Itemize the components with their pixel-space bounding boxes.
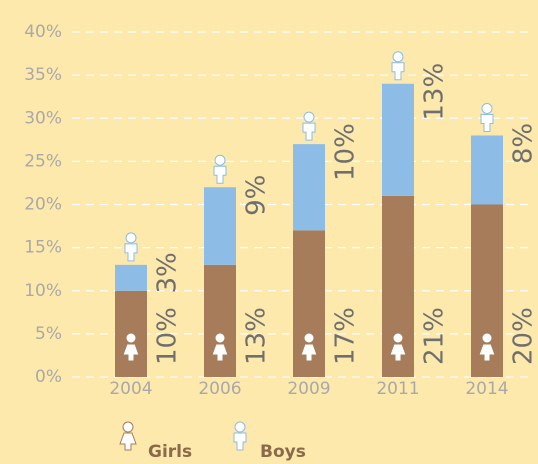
value-label: 13% [242, 307, 272, 365]
girl-icon [119, 421, 137, 451]
y-tick-label: 10% [24, 281, 62, 301]
value-label: 21% [420, 307, 450, 365]
icon-head [122, 421, 134, 433]
bar-segment [471, 135, 503, 205]
value-label: 10% [153, 307, 183, 365]
value-label: 10% [331, 123, 361, 181]
icon-body [213, 165, 227, 184]
icon-head [125, 332, 137, 344]
value-label: 8% [509, 123, 538, 164]
icon-body [233, 432, 247, 451]
icon-body [119, 432, 137, 451]
x-tick-label: 2004 [109, 379, 152, 399]
y-tick-label: 0% [35, 367, 62, 387]
y-tick-label: 15% [24, 238, 62, 258]
icon-body [300, 343, 318, 362]
bar-segment [204, 187, 236, 265]
boy-icon [480, 103, 494, 132]
icon-head [234, 421, 246, 433]
icon-head [392, 332, 404, 344]
boy-icon [213, 154, 227, 184]
legend-label: Boys [260, 442, 306, 462]
value-label: 17% [331, 307, 361, 365]
value-label: 9% [242, 175, 272, 216]
girl-icon [211, 332, 229, 362]
icon-body [478, 343, 496, 362]
icon-body [124, 243, 138, 262]
icon-body [391, 62, 405, 81]
girl-icon [389, 332, 407, 362]
boy-icon [233, 421, 247, 451]
legend-label: Girls [148, 442, 192, 462]
girl-icon [300, 332, 318, 362]
icon-head [481, 103, 493, 114]
boy-icon [391, 51, 405, 81]
icon-body [122, 343, 140, 362]
y-tick-label: 20% [24, 195, 62, 215]
bar-segment [115, 264, 147, 291]
boy-icon [302, 111, 316, 141]
value-label: 13% [420, 63, 450, 121]
icon-head [125, 232, 137, 244]
icon-body [389, 343, 407, 362]
icon-head [303, 332, 315, 344]
x-tick-label: 2009 [287, 379, 330, 399]
x-tick-label: 2011 [376, 379, 419, 399]
y-tick-label: 35% [24, 65, 62, 85]
x-tick-label: 2006 [198, 379, 241, 399]
value-label: 20% [509, 307, 538, 365]
icon-head [481, 332, 493, 344]
icon-head [214, 332, 226, 344]
girl-icon [122, 332, 140, 362]
y-tick-label: 5% [35, 324, 62, 344]
y-tick-label: 25% [24, 151, 62, 171]
value-label: 3% [153, 252, 183, 293]
y-tick-label: 40% [24, 22, 62, 42]
icon-body [302, 122, 316, 141]
icon-head [214, 154, 226, 166]
y-tick-label: 30% [24, 108, 62, 128]
x-tick-label: 2014 [465, 379, 508, 399]
icon-body [480, 114, 494, 132]
icon-head [303, 111, 315, 123]
girl-icon [478, 332, 496, 362]
bar-segment [382, 83, 414, 196]
boy-icon [124, 232, 138, 262]
bar-segment [293, 144, 325, 231]
icon-head [392, 51, 404, 63]
icon-body [211, 343, 229, 362]
